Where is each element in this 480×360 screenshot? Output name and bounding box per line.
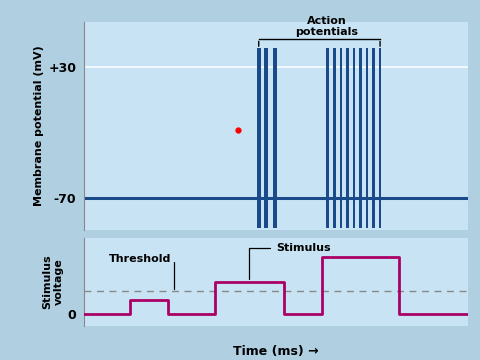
Text: Action
potentials: Action potentials: [296, 15, 359, 37]
Text: Time (ms) →: Time (ms) →: [233, 345, 319, 358]
Y-axis label: Stimulus
voltage: Stimulus voltage: [42, 255, 63, 309]
Text: Stimulus: Stimulus: [249, 243, 331, 279]
Y-axis label: Membrane potential (mV): Membrane potential (mV): [34, 46, 44, 206]
Text: Threshold: Threshold: [109, 254, 174, 288]
